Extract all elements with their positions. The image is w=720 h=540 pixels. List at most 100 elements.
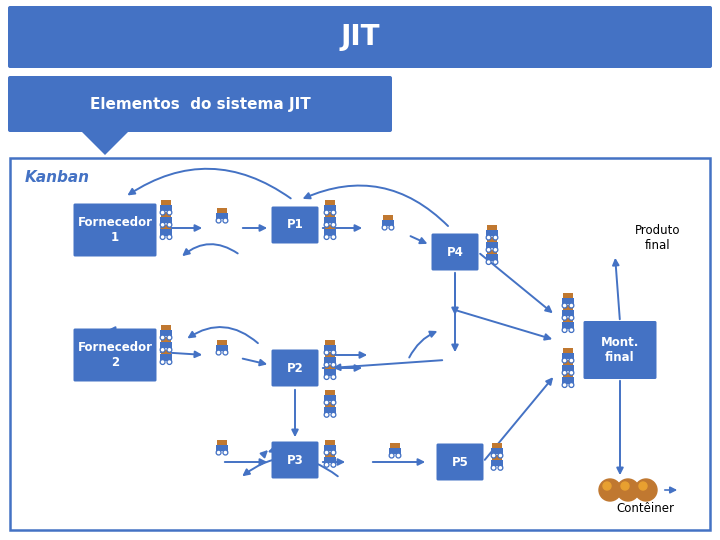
- Circle shape: [603, 482, 611, 490]
- Circle shape: [562, 370, 567, 375]
- Bar: [487, 238, 498, 242]
- Circle shape: [617, 479, 639, 501]
- Circle shape: [569, 370, 574, 375]
- Circle shape: [493, 260, 498, 265]
- Circle shape: [324, 375, 329, 380]
- Bar: [562, 348, 573, 353]
- Text: Produto
final: Produto final: [635, 224, 680, 252]
- Circle shape: [324, 350, 329, 355]
- Circle shape: [217, 451, 220, 454]
- Bar: [325, 402, 336, 407]
- Bar: [217, 340, 228, 345]
- Circle shape: [331, 375, 336, 380]
- Circle shape: [487, 249, 490, 251]
- Bar: [325, 212, 336, 217]
- Circle shape: [333, 364, 335, 366]
- Bar: [325, 225, 336, 230]
- Bar: [324, 205, 336, 211]
- FancyBboxPatch shape: [271, 206, 318, 244]
- Bar: [216, 213, 228, 219]
- Circle shape: [324, 362, 329, 367]
- Bar: [325, 364, 336, 369]
- Circle shape: [333, 451, 335, 454]
- Circle shape: [168, 212, 171, 214]
- Circle shape: [225, 352, 227, 354]
- Circle shape: [161, 335, 165, 340]
- Bar: [562, 322, 574, 329]
- Circle shape: [397, 455, 400, 457]
- Bar: [491, 460, 503, 467]
- Circle shape: [333, 224, 335, 226]
- Circle shape: [333, 352, 335, 354]
- Bar: [389, 448, 401, 454]
- Circle shape: [331, 210, 336, 215]
- FancyBboxPatch shape: [10, 158, 710, 530]
- Bar: [562, 353, 574, 359]
- Circle shape: [493, 235, 498, 240]
- Text: P4: P4: [446, 246, 464, 259]
- Bar: [217, 208, 228, 213]
- Circle shape: [493, 247, 498, 252]
- Circle shape: [325, 414, 328, 416]
- Circle shape: [333, 236, 335, 238]
- Circle shape: [599, 479, 621, 501]
- Circle shape: [396, 453, 401, 458]
- Circle shape: [168, 361, 171, 363]
- Circle shape: [324, 222, 329, 227]
- Circle shape: [167, 335, 172, 340]
- Circle shape: [569, 358, 574, 363]
- Bar: [160, 330, 172, 336]
- Bar: [325, 200, 336, 205]
- FancyBboxPatch shape: [8, 76, 392, 132]
- Circle shape: [498, 465, 503, 470]
- Bar: [324, 445, 336, 451]
- Circle shape: [486, 235, 491, 240]
- Circle shape: [167, 347, 172, 352]
- Circle shape: [570, 372, 572, 374]
- Circle shape: [570, 329, 572, 331]
- Circle shape: [333, 376, 335, 378]
- Circle shape: [325, 224, 328, 226]
- Circle shape: [223, 350, 228, 355]
- Circle shape: [487, 261, 490, 263]
- Circle shape: [324, 235, 329, 239]
- Bar: [161, 200, 171, 205]
- Circle shape: [569, 328, 574, 333]
- Bar: [562, 377, 574, 383]
- Circle shape: [491, 465, 496, 470]
- Text: Fornecedor
1: Fornecedor 1: [78, 216, 153, 244]
- Bar: [325, 390, 336, 395]
- Circle shape: [161, 361, 163, 363]
- Bar: [160, 342, 172, 348]
- Circle shape: [390, 455, 392, 457]
- Bar: [562, 310, 574, 316]
- Circle shape: [324, 462, 329, 467]
- Circle shape: [216, 450, 221, 455]
- Polygon shape: [80, 130, 130, 155]
- Bar: [324, 457, 336, 463]
- Circle shape: [570, 360, 572, 362]
- FancyBboxPatch shape: [436, 443, 484, 481]
- Circle shape: [225, 451, 227, 454]
- Bar: [562, 293, 573, 298]
- FancyBboxPatch shape: [271, 349, 318, 387]
- Circle shape: [569, 315, 574, 320]
- Bar: [217, 440, 228, 445]
- Text: Contêiner: Contêiner: [616, 502, 674, 515]
- Circle shape: [564, 372, 566, 374]
- Circle shape: [161, 222, 165, 227]
- Bar: [161, 212, 171, 217]
- Bar: [161, 225, 171, 230]
- Bar: [486, 230, 498, 236]
- Text: P3: P3: [287, 454, 303, 467]
- Circle shape: [562, 383, 567, 387]
- Text: JIT: JIT: [341, 23, 379, 51]
- Bar: [324, 357, 336, 363]
- Circle shape: [168, 349, 171, 351]
- Bar: [216, 445, 228, 451]
- Circle shape: [495, 249, 497, 251]
- Circle shape: [562, 328, 567, 333]
- Circle shape: [500, 467, 501, 469]
- Circle shape: [491, 453, 496, 458]
- Bar: [491, 448, 503, 454]
